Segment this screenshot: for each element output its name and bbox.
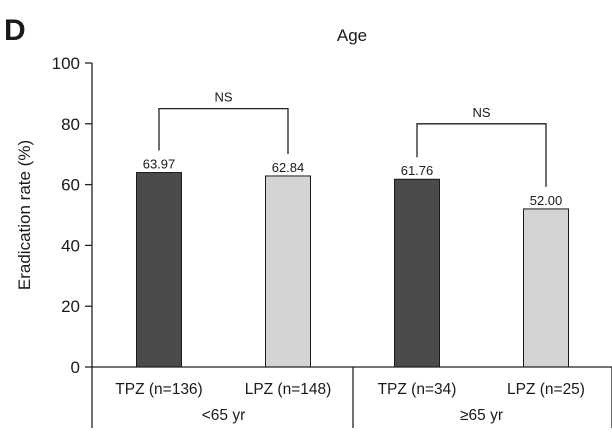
data-label: 61.76 bbox=[401, 163, 434, 178]
y-tick-label: 60 bbox=[61, 176, 80, 195]
ns-bracket bbox=[416, 123, 547, 187]
data-label: 62.84 bbox=[272, 160, 305, 175]
category-label: LPZ (n=25) bbox=[507, 381, 585, 398]
chart-title: Age bbox=[337, 26, 367, 45]
x-axis: TPZ (n=136) LPZ (n=148) TPZ (n=34) LPZ (n=2… bbox=[91, 366, 612, 428]
y-tick-label: 20 bbox=[61, 297, 80, 316]
ns-bracket bbox=[158, 107, 289, 154]
y-tick-label: 40 bbox=[61, 236, 80, 255]
bar bbox=[394, 178, 440, 368]
bar bbox=[136, 172, 182, 368]
group-label: <65 yr bbox=[202, 407, 246, 424]
y-tick-label: 0 bbox=[71, 358, 80, 377]
y-tick-label: 80 bbox=[61, 115, 80, 134]
data-label: 52.00 bbox=[530, 193, 563, 208]
data-label: 63.97 bbox=[143, 157, 176, 172]
significance-brackets: NS NS bbox=[158, 90, 547, 187]
y-axis-label: Eradication rate (%) bbox=[15, 140, 34, 290]
category-label: TPZ (n=136) bbox=[115, 381, 202, 398]
group-label: ≥65 yr bbox=[460, 407, 503, 424]
bar bbox=[523, 208, 569, 368]
category-label: TPZ (n=34) bbox=[378, 381, 457, 398]
bars: 63.97 62.84 61.76 52.00 bbox=[136, 157, 569, 368]
category-label: LPZ (n=148) bbox=[245, 381, 332, 398]
panel-letter: D bbox=[4, 14, 26, 47]
ns-label: NS bbox=[214, 90, 232, 105]
bar bbox=[265, 175, 311, 368]
y-axis: 0 20 40 60 80 100 bbox=[52, 54, 93, 377]
y-tick-label: 100 bbox=[52, 54, 80, 73]
ns-label: NS bbox=[472, 105, 490, 120]
